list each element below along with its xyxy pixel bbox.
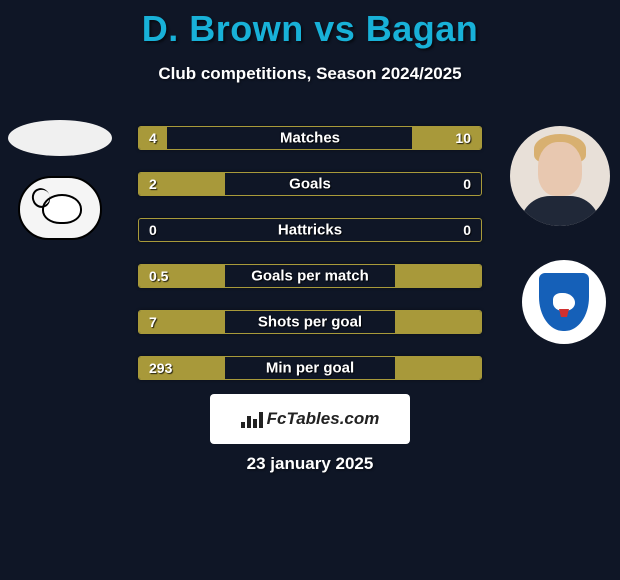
subtitle: Club competitions, Season 2024/2025 [0,64,620,84]
bluebird-shield-icon [539,273,589,331]
stat-row: Matches410 [138,126,482,150]
bar-left-fill [139,357,225,379]
stat-value-right: 0 [463,176,471,192]
comparison-bars: Matches410Goals20Hattricks00Goals per ma… [138,126,482,402]
bar-left-fill [139,173,225,195]
bar-chart-icon [241,410,263,428]
watermark: FcTables.com [210,394,410,444]
player-avatar-left [8,120,112,156]
club-badge-right [522,260,606,344]
bar-left-fill [139,265,225,287]
stat-label: Hattricks [139,222,481,239]
bar-right-fill [412,127,481,149]
stat-row: Min per goal293 [138,356,482,380]
stat-value-right: 0 [463,222,471,238]
bar-right-fill [395,265,481,287]
bar-right-fill [395,311,481,333]
ram-icon [32,188,88,228]
bar-left-fill [139,311,225,333]
bar-right-fill [395,357,481,379]
club-badge-left [18,176,102,240]
stat-row: Hattricks0 0 [138,218,482,242]
watermark-text: FcTables.com [267,409,380,429]
bar-left-fill [139,127,167,149]
stat-row: Shots per goal7 [138,310,482,334]
stat-row: Goals20 [138,172,482,196]
player-avatar-right [510,126,610,226]
page-title: D. Brown vs Bagan [0,0,620,50]
stat-row: Goals per match0.5 [138,264,482,288]
stat-value-left: 0 [149,222,157,238]
date-label: 23 january 2025 [0,454,620,474]
